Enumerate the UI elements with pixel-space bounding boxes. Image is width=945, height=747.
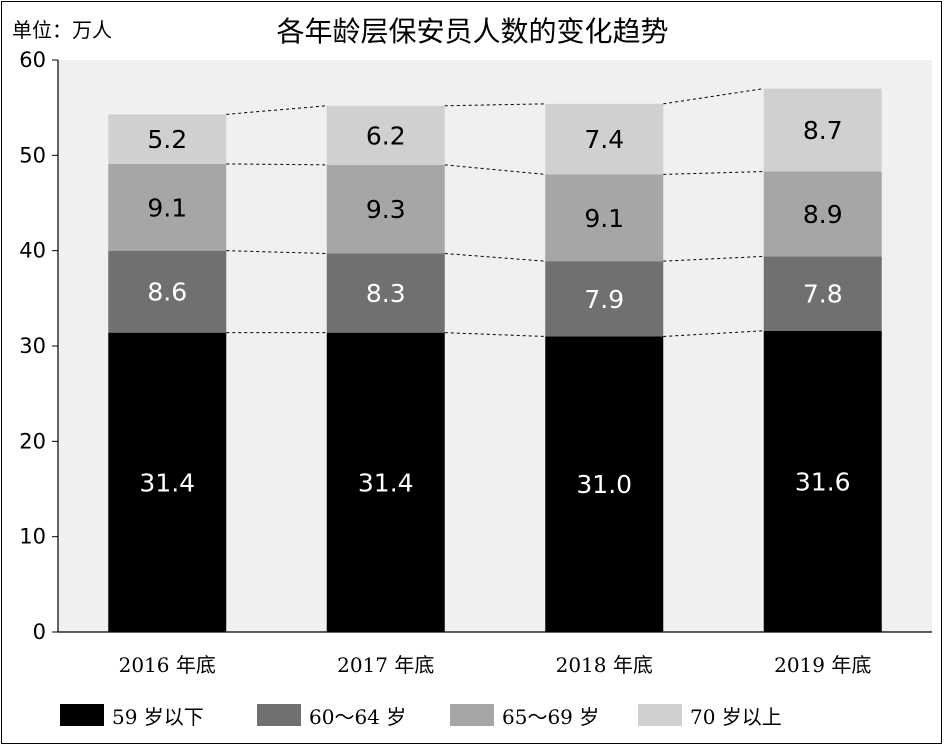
data-label: 31.4	[358, 468, 414, 497]
legend-label-series-4: 70 岁以上	[690, 704, 782, 729]
bar-segment	[108, 114, 227, 164]
data-label: 7.4	[584, 125, 624, 154]
bar-segment	[545, 174, 664, 262]
connector-line	[444, 253, 546, 262]
connector-line	[663, 171, 764, 175]
x-category-label: 2018 年底	[556, 653, 653, 677]
bar-segment	[763, 171, 882, 257]
connector-line	[663, 255, 764, 262]
data-label: 6.2	[366, 121, 406, 150]
legend-swatch-series-1	[60, 704, 104, 726]
connector-line	[226, 105, 327, 115]
x-category-label: 2017 年底	[337, 653, 434, 677]
connector-line	[663, 330, 764, 337]
legend-label-series-2: 60～64 岁	[309, 704, 407, 729]
connector-line	[444, 332, 546, 337]
connector-line	[444, 103, 546, 107]
legend-label-series-1: 59 岁以下	[112, 704, 204, 729]
chart-title: 各年龄层保安员人数的变化趋势	[276, 15, 669, 48]
data-label: 8.7	[803, 116, 843, 145]
legend-item-series-4: 70 岁以上	[638, 700, 782, 730]
bar-segment	[326, 332, 445, 632]
connector-line	[226, 250, 327, 255]
legend-swatch-series-3	[450, 704, 494, 726]
y-tick-label: 20	[19, 429, 46, 453]
bar-segment	[108, 163, 227, 251]
data-label: 7.9	[584, 285, 624, 314]
x-category-label: 2019 年底	[774, 653, 871, 677]
legend-swatch-series-4	[638, 704, 682, 726]
bar-segment	[326, 253, 445, 333]
connector-line	[663, 88, 764, 105]
data-label: 7.8	[803, 280, 843, 309]
chart-legend: 59 岁以下 60～64 岁 65～69 岁 70 岁以上	[0, 700, 945, 730]
bar-segment	[763, 256, 882, 331]
y-tick-label: 40	[19, 239, 46, 263]
connector-line	[444, 164, 546, 175]
unit-label: 单位：万人	[12, 18, 112, 42]
data-label: 9.1	[584, 204, 624, 233]
bar-segment	[763, 330, 882, 632]
legend-label-series-3: 65～69 岁	[502, 704, 600, 729]
data-label: 9.1	[147, 193, 187, 222]
bar-segment	[545, 336, 664, 632]
x-category-label: 2016 年底	[119, 653, 216, 677]
bar-segment	[326, 105, 445, 165]
bar-segment	[763, 88, 882, 172]
bar-segment	[326, 164, 445, 254]
y-tick-label: 10	[19, 525, 46, 549]
legend-item-series-3: 65～69 岁	[450, 700, 599, 730]
data-label: 8.6	[147, 278, 187, 307]
bar-segment	[545, 103, 664, 175]
data-label: 5.2	[147, 125, 187, 154]
bar-segment	[108, 250, 227, 333]
legend-swatch-series-2	[257, 704, 301, 726]
y-tick-label: 0	[33, 620, 46, 644]
data-label: 8.9	[803, 200, 843, 229]
connector-line	[226, 163, 327, 166]
y-tick-label: 50	[19, 143, 46, 167]
bar-segment	[108, 332, 227, 632]
legend-item-series-1: 59 岁以下	[60, 700, 204, 730]
bar-segment	[545, 261, 664, 337]
data-label: 8.3	[366, 279, 406, 308]
data-label: 31.0	[576, 470, 632, 499]
legend-item-series-2: 60～64 岁	[257, 700, 406, 730]
y-tick-label: 60	[19, 48, 46, 72]
y-tick-label: 30	[19, 334, 46, 358]
data-label: 9.3	[366, 195, 406, 224]
data-label: 31.6	[795, 467, 851, 496]
data-label: 31.4	[139, 468, 195, 497]
